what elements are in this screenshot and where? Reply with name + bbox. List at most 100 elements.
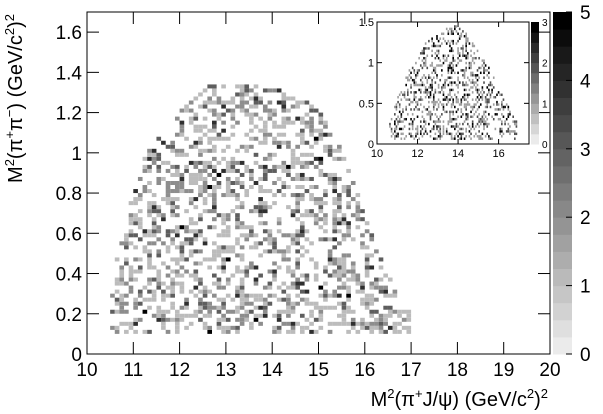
heatmap-cell bbox=[462, 52, 464, 55]
heatmap-cell bbox=[179, 305, 185, 310]
heatmap-cell bbox=[332, 197, 338, 202]
heatmap-cell bbox=[332, 237, 338, 242]
heatmap-cell bbox=[309, 108, 314, 113]
heatmap-cell bbox=[405, 117, 407, 121]
heatmap-cell bbox=[332, 289, 338, 294]
heatmap-cell bbox=[156, 213, 162, 218]
heatmap-cell bbox=[216, 172, 222, 177]
heatmap-cell bbox=[418, 69, 420, 72]
heatmap-cell bbox=[410, 100, 412, 104]
heatmap-cell bbox=[221, 112, 226, 117]
heatmap-cell bbox=[258, 221, 263, 226]
heatmap-cell bbox=[397, 135, 399, 138]
heatmap-cell bbox=[299, 120, 305, 125]
heatmap-cell bbox=[276, 144, 282, 149]
heatmap-cell bbox=[207, 209, 213, 214]
heatmap-cell bbox=[161, 321, 166, 326]
heatmap-cell bbox=[408, 122, 411, 126]
heatmap-cell bbox=[207, 329, 213, 334]
heatmap-cell bbox=[244, 92, 250, 97]
heatmap-cell bbox=[295, 201, 300, 206]
heatmap-cell bbox=[193, 293, 199, 298]
heatmap-cell bbox=[147, 213, 152, 218]
heatmap-cell bbox=[327, 172, 333, 177]
heatmap-cell bbox=[496, 93, 498, 97]
inset-palette-swatch bbox=[531, 123, 539, 135]
heatmap-cell bbox=[128, 285, 134, 290]
x-tick-label: 15 bbox=[308, 360, 329, 381]
heatmap-cell bbox=[119, 297, 125, 302]
heatmap-cell bbox=[249, 185, 254, 190]
heatmap-cell bbox=[447, 69, 450, 72]
heatmap-cell bbox=[431, 81, 433, 84]
heatmap-cell bbox=[318, 205, 324, 210]
heatmap-cell bbox=[431, 78, 433, 82]
heatmap-cell bbox=[295, 160, 300, 165]
heatmap-cell bbox=[350, 309, 356, 314]
heatmap-cell bbox=[202, 148, 208, 153]
heatmap-cell bbox=[457, 76, 459, 79]
heatmap-cell bbox=[239, 104, 245, 109]
heatmap-cell bbox=[383, 289, 388, 294]
heatmap-cell bbox=[165, 180, 171, 186]
heatmap-cell bbox=[151, 293, 157, 298]
heatmap-cell bbox=[476, 91, 479, 94]
heatmap-cell bbox=[471, 71, 474, 75]
heatmap-cell bbox=[286, 297, 291, 302]
heatmap-cell bbox=[216, 112, 222, 117]
heatmap-cell bbox=[239, 108, 245, 113]
heatmap-cell bbox=[318, 285, 324, 290]
heatmap-cell bbox=[419, 91, 422, 94]
heatmap-cell bbox=[466, 113, 469, 116]
heatmap-cell bbox=[174, 233, 180, 238]
heatmap-cell bbox=[332, 148, 338, 153]
heatmap-cell bbox=[346, 277, 351, 282]
heatmap-cell bbox=[137, 289, 143, 294]
heatmap-cell bbox=[445, 110, 448, 114]
heatmap-cell bbox=[128, 325, 134, 330]
heatmap-cell bbox=[432, 125, 435, 128]
heatmap-cell bbox=[457, 130, 459, 133]
heatmap-cell bbox=[444, 54, 446, 57]
heatmap-cell bbox=[239, 305, 245, 310]
heatmap-cell bbox=[147, 277, 152, 282]
heatmap-cell bbox=[424, 91, 427, 94]
heatmap-cell bbox=[489, 96, 492, 99]
heatmap-cell bbox=[262, 301, 268, 306]
heatmap-cell bbox=[476, 108, 479, 111]
heatmap-cell bbox=[151, 217, 157, 222]
heatmap-cell bbox=[424, 56, 427, 60]
heatmap-cell bbox=[151, 221, 157, 226]
heatmap-cell bbox=[207, 305, 213, 310]
heatmap-cell bbox=[309, 120, 314, 125]
heatmap-cell bbox=[249, 321, 254, 326]
heatmap-cell bbox=[165, 185, 171, 190]
heatmap-cell bbox=[452, 69, 455, 72]
heatmap-cell bbox=[501, 93, 503, 97]
heatmap-cell bbox=[501, 100, 503, 104]
heatmap-cell bbox=[286, 120, 291, 125]
heatmap-cell bbox=[432, 76, 435, 79]
heatmap-cell bbox=[383, 321, 388, 326]
heatmap-cell bbox=[397, 321, 402, 326]
heatmap-cell bbox=[442, 108, 445, 111]
heatmap-cell bbox=[281, 96, 287, 101]
heatmap-cell bbox=[174, 273, 180, 278]
heatmap-cell bbox=[295, 293, 300, 298]
heatmap-cell bbox=[468, 125, 471, 128]
heatmap-cell bbox=[447, 76, 450, 79]
heatmap-cell bbox=[369, 265, 375, 270]
heatmap-cell bbox=[225, 229, 231, 234]
heatmap-cell bbox=[244, 164, 250, 169]
heatmap-cell bbox=[198, 229, 203, 234]
heatmap-cell bbox=[410, 117, 412, 121]
heatmap-cell bbox=[221, 84, 226, 89]
heatmap-cell bbox=[318, 160, 324, 165]
heatmap-cell bbox=[429, 135, 432, 138]
heatmap-cell bbox=[341, 309, 347, 314]
heatmap-cell bbox=[267, 156, 273, 161]
heatmap-cell bbox=[161, 293, 166, 298]
heatmap-cell bbox=[216, 317, 222, 322]
heatmap-cell bbox=[272, 201, 277, 206]
heatmap-cell bbox=[390, 130, 393, 133]
